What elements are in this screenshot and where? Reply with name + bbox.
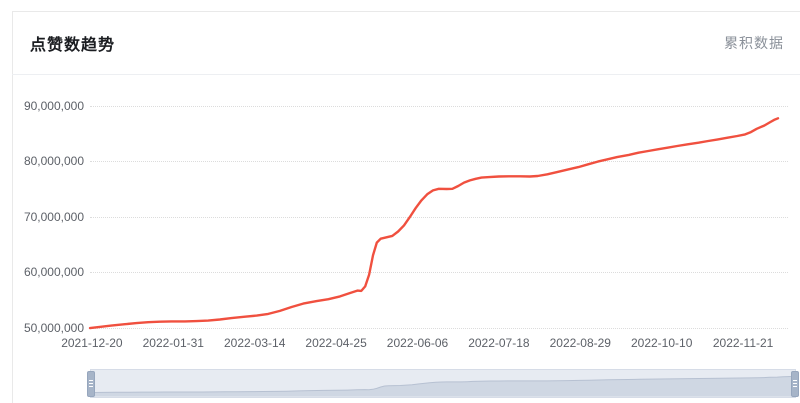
datazoom-mini-chart: [93, 376, 792, 397]
y-axis-tick-label: 60,000,000: [23, 265, 84, 279]
gridline: [90, 272, 788, 273]
y-axis-tick-label: 80,000,000: [23, 154, 84, 168]
x-axis-tick-label: 2022-11-21: [712, 336, 774, 350]
trend-line: [88, 117, 780, 330]
gridline: [90, 105, 788, 107]
x-axis-tick-label: 2022-06-06: [386, 336, 449, 350]
gridline: [90, 161, 788, 162]
datazoom-slider[interactable]: [87, 369, 799, 398]
y-axis-tick-label: 90,000,000: [23, 98, 84, 113]
x-axis-tick-label: 2021-12-20: [61, 336, 123, 350]
x-axis-tick-label: 2022-04-25: [305, 336, 367, 350]
gridline: [90, 327, 788, 329]
x-axis-tick-label: 2022-03-14: [223, 336, 286, 350]
datazoom-left-handle[interactable]: [87, 370, 95, 397]
card-header: 点赞数趋势 累积数据: [12, 11, 800, 75]
cumulative-data-label[interactable]: 累积数据: [724, 34, 784, 51]
likes-trend-card: [12, 11, 800, 403]
datazoom-area-line: [93, 376, 792, 393]
y-axis-tick-label: 70,000,000: [23, 209, 84, 224]
x-axis-tick-label: 2022-07-18: [468, 336, 530, 350]
x-axis-tick-label: 2022-08-29: [549, 336, 611, 350]
x-axis-tick-label: 2022-10-10: [630, 336, 693, 350]
y-axis-tick-label: 50,000,000: [23, 320, 84, 335]
datazoom-right-handle[interactable]: [791, 370, 799, 397]
card-title: 点赞数趋势: [30, 36, 116, 54]
datazoom-area-fill: [94, 376, 791, 397]
x-axis-tick-label: 2022-01-31: [142, 336, 204, 350]
gridline: [90, 216, 788, 218]
